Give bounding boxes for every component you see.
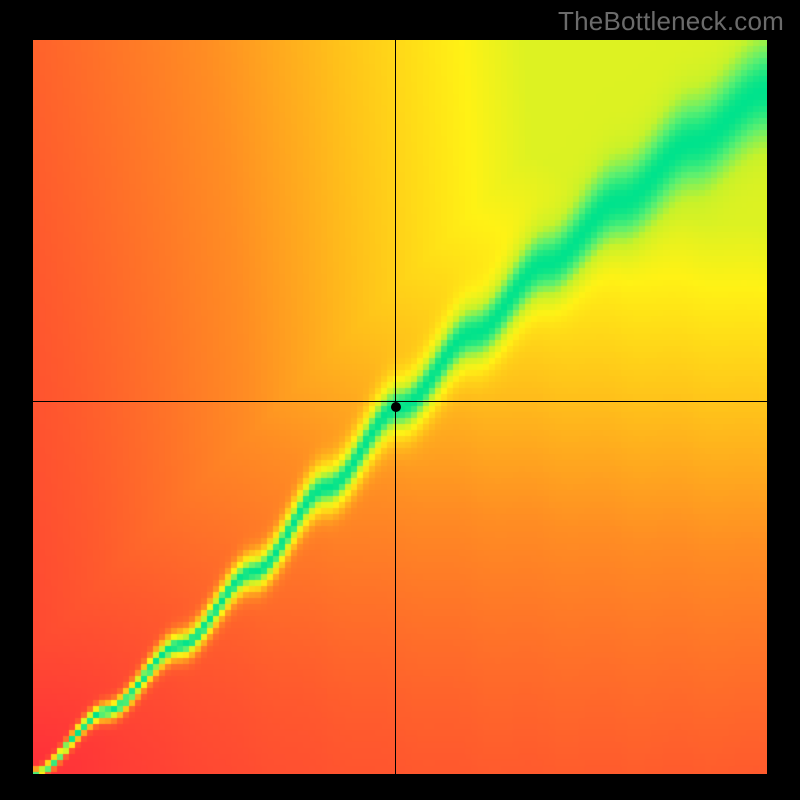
chart-area <box>33 40 767 774</box>
crosshair-horizontal <box>33 401 767 402</box>
selected-point-marker <box>391 402 401 412</box>
page-background: TheBottleneck.com <box>0 0 800 800</box>
watermark-text: TheBottleneck.com <box>558 6 784 37</box>
